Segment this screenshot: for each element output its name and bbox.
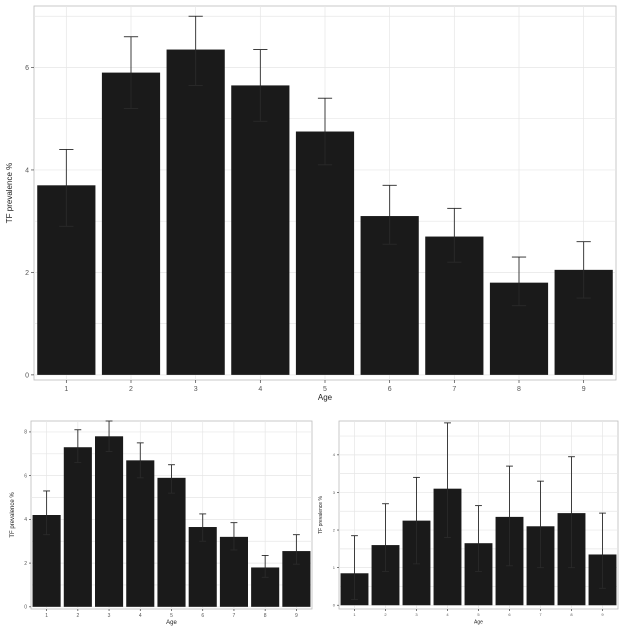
x-tick-label: 2 <box>76 613 79 619</box>
y-tick-label: 0 <box>333 603 336 608</box>
x-tick-label: 8 <box>570 612 573 617</box>
bar-3 <box>166 49 225 375</box>
y-tick-label: 4 <box>333 452 336 457</box>
x-tick-label: 2 <box>384 612 387 617</box>
x-tick-label: 6 <box>508 612 511 617</box>
x-tick-label: 6 <box>201 613 204 619</box>
error-bar-4 <box>253 49 268 122</box>
x-tick-label: 1 <box>64 386 68 393</box>
error-bar-2 <box>382 503 389 572</box>
x-tick-label: 4 <box>139 613 142 619</box>
x-tick-label: 7 <box>233 613 236 619</box>
bar-2 <box>63 447 92 607</box>
y-axis-title: TF prevalence % <box>10 492 16 538</box>
y-tick-label: 3 <box>333 490 336 495</box>
x-tick-label: 9 <box>582 386 586 393</box>
error-bar-9 <box>292 534 300 565</box>
chart-panel-main: 0 2 4 6 1 2 3 4 5 6 7 8 9 Age TF prevalence % <box>5 5 617 402</box>
y-tick-label: 1 <box>333 565 336 570</box>
chart-panel-bottom-left: 0 2 4 6 8 1 2 3 4 5 6 7 8 9 Age TF prevalence % <box>10 420 313 626</box>
x-tick-label: 5 <box>477 612 480 617</box>
x-tick-label: 7 <box>452 386 456 393</box>
error-bar-9 <box>576 241 591 299</box>
error-bar-2 <box>74 429 82 463</box>
error-bar-2 <box>123 36 139 109</box>
error-bar-6 <box>199 513 207 542</box>
bar-4 <box>231 85 290 375</box>
x-tick-label: 1 <box>45 613 48 619</box>
y-axis-title: TF prevalence % <box>318 496 324 534</box>
x-axis-title: Age <box>166 620 177 626</box>
error-bar-9 <box>599 512 606 589</box>
y-tick-label: 0 <box>25 372 29 379</box>
y-tick-label: 2 <box>333 527 336 532</box>
x-tick-label: 9 <box>295 613 298 619</box>
error-bar-4 <box>444 422 451 539</box>
chart-panel-bottom-right: 0 1 2 3 4 1 2 3 4 5 6 7 8 9 Age TF prevalence % <box>318 420 619 625</box>
error-bar-3 <box>413 476 420 565</box>
y-tick-label: 0 <box>24 605 27 611</box>
y-tick-label: 6 <box>25 65 29 72</box>
error-bar-8 <box>568 456 575 569</box>
error-bar-5 <box>317 97 333 166</box>
error-bar-6 <box>382 184 397 245</box>
x-tick-label: 5 <box>170 613 173 619</box>
error-bar-3 <box>188 15 203 86</box>
error-bar-8 <box>261 554 269 578</box>
error-bar-7 <box>447 207 462 263</box>
error-bar-7 <box>537 480 544 569</box>
error-bar-5 <box>475 505 482 572</box>
error-bar-3 <box>105 420 113 453</box>
x-tick-label: 7 <box>539 612 542 617</box>
x-tick-label: 3 <box>194 386 198 393</box>
y-tick-label: 4 <box>25 167 29 174</box>
error-bar-1 <box>43 490 51 536</box>
error-bar-4 <box>136 442 144 479</box>
x-tick-label: 2 <box>129 386 133 393</box>
error-bar-5 <box>168 464 175 494</box>
y-tick-label: 4 <box>24 517 27 523</box>
x-tick-label: 6 <box>388 386 392 393</box>
x-tick-label: 9 <box>601 612 604 617</box>
bar-3 <box>95 436 124 607</box>
x-tick-label: 4 <box>258 386 262 393</box>
x-tick-label: 8 <box>517 386 521 393</box>
bar-4 <box>126 460 155 607</box>
x-tick-label: 3 <box>415 612 418 617</box>
x-axis-title: Age <box>318 393 333 402</box>
y-axis-title: TF prevalence % <box>5 163 14 223</box>
error-bar-1 <box>351 535 358 601</box>
y-tick-label: 8 <box>24 430 27 436</box>
error-bar-8 <box>511 256 527 307</box>
x-tick-label: 8 <box>264 613 267 619</box>
x-tick-label: 1 <box>353 612 356 617</box>
y-tick-label: 2 <box>24 561 27 567</box>
x-axis-title: Age <box>474 619 483 625</box>
x-tick-label: 3 <box>108 613 111 619</box>
bar-2 <box>101 72 161 375</box>
bar-5 <box>295 131 355 375</box>
x-tick-label: 5 <box>323 386 327 393</box>
error-bar-6 <box>506 465 513 567</box>
bar-5 <box>157 477 186 607</box>
y-tick-label: 6 <box>24 473 27 479</box>
error-bar-7 <box>230 522 238 551</box>
y-tick-label: 2 <box>25 270 29 277</box>
x-tick-label: 4 <box>446 612 449 617</box>
error-bar-1 <box>59 149 74 227</box>
